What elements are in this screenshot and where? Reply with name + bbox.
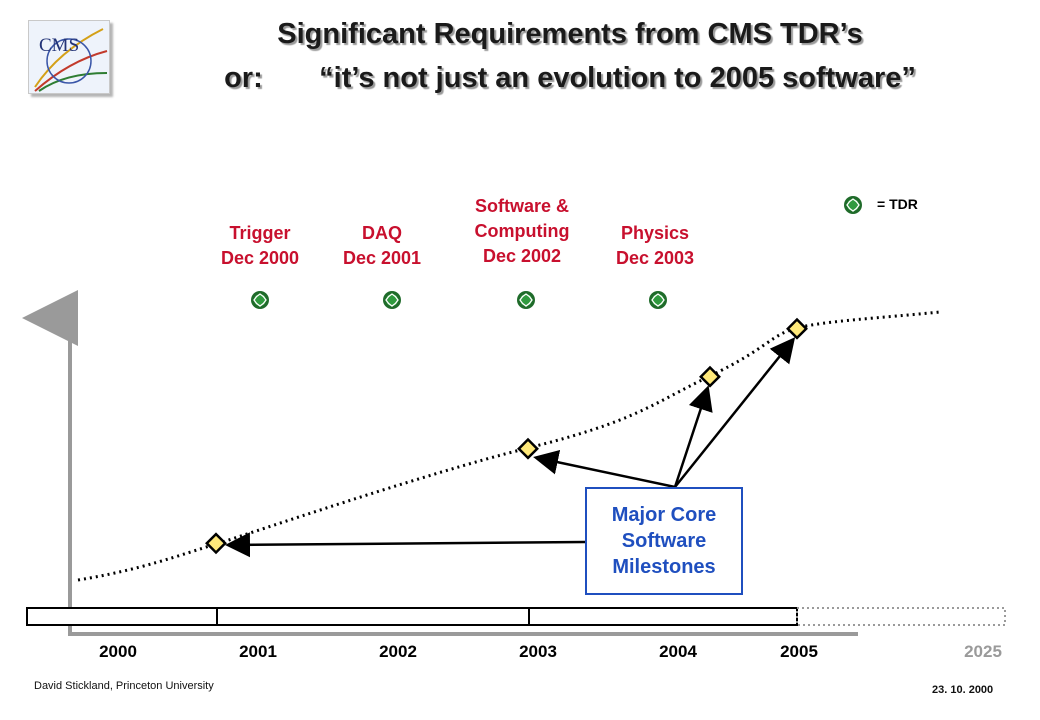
year-label: 2005 <box>780 642 818 661</box>
year-label-far: 2025 <box>964 642 1002 661</box>
milestone-diamond-icon <box>786 317 808 340</box>
tdr-date: Dec 2002 <box>482 246 562 266</box>
footer-author: David Stickland, Princeton University <box>34 680 214 692</box>
tdr-marker-icon <box>648 290 668 310</box>
subtitle-prefix: or: <box>224 62 263 94</box>
timeline-extension <box>796 607 1006 626</box>
tdr-label-software-computing: Software & Computing Dec 2002 <box>447 194 597 269</box>
arrow-to-milestone-4 <box>674 337 796 488</box>
arrow-to-milestone-2 <box>533 449 676 489</box>
arrow-to-milestone-1 <box>225 532 586 558</box>
cms-logo-graphic <box>34 28 108 92</box>
milestone-diamond-icon <box>517 437 539 460</box>
logo-text: CMS <box>39 35 80 56</box>
tdr-name: DAQ <box>362 223 402 243</box>
footer-date: 23. 10. 2000 <box>932 684 994 696</box>
year-label: 2002 <box>379 642 417 661</box>
milestones-line-2: Software <box>621 530 707 552</box>
tdr-label-physics: Physics Dec 2003 <box>595 221 715 271</box>
year-label: 2001 <box>239 642 277 661</box>
year-label: 2004 <box>659 642 697 661</box>
page-subtitle: or: “it’s not just an evolution to 2005 … <box>110 62 1030 95</box>
tdr-name-line2: Computing <box>474 221 570 241</box>
arrow-to-milestone-3 <box>673 385 713 488</box>
year-label: 2003 <box>519 642 557 661</box>
tdr-marker-icon <box>382 290 402 310</box>
milestones-line-1: Major Core <box>611 504 717 526</box>
tdr-name: Physics <box>620 223 690 243</box>
milestones-line-3: Milestones <box>612 556 716 578</box>
tdr-label-daq: DAQ Dec 2001 <box>322 221 442 271</box>
tdr-date: Dec 2001 <box>342 248 422 268</box>
milestone-diamond-icon <box>699 365 721 388</box>
tdr-marker-icon <box>250 290 270 310</box>
timeline-bar <box>26 607 798 626</box>
tdr-legend-marker-icon <box>843 195 863 215</box>
tdr-date: Dec 2003 <box>615 248 695 268</box>
page-title: Significant Requirements from CMS TDR’s <box>277 18 863 50</box>
growth-curve <box>77 310 941 582</box>
legend-label: = TDR <box>877 196 918 212</box>
tdr-name: Software & <box>474 196 570 216</box>
tdr-name: Trigger <box>229 223 291 243</box>
milestones-box: Major Core Software Milestones <box>585 487 743 595</box>
tdr-label-trigger: Trigger Dec 2000 <box>200 221 320 271</box>
tdr-date: Dec 2000 <box>220 248 300 268</box>
subtitle-quote: “it’s not just an evolution to 2005 soft… <box>319 62 916 94</box>
year-label: 2000 <box>99 642 137 661</box>
milestone-diamond-icon <box>205 532 227 555</box>
cms-logo: CMS <box>28 20 110 94</box>
tdr-marker-icon <box>516 290 536 310</box>
